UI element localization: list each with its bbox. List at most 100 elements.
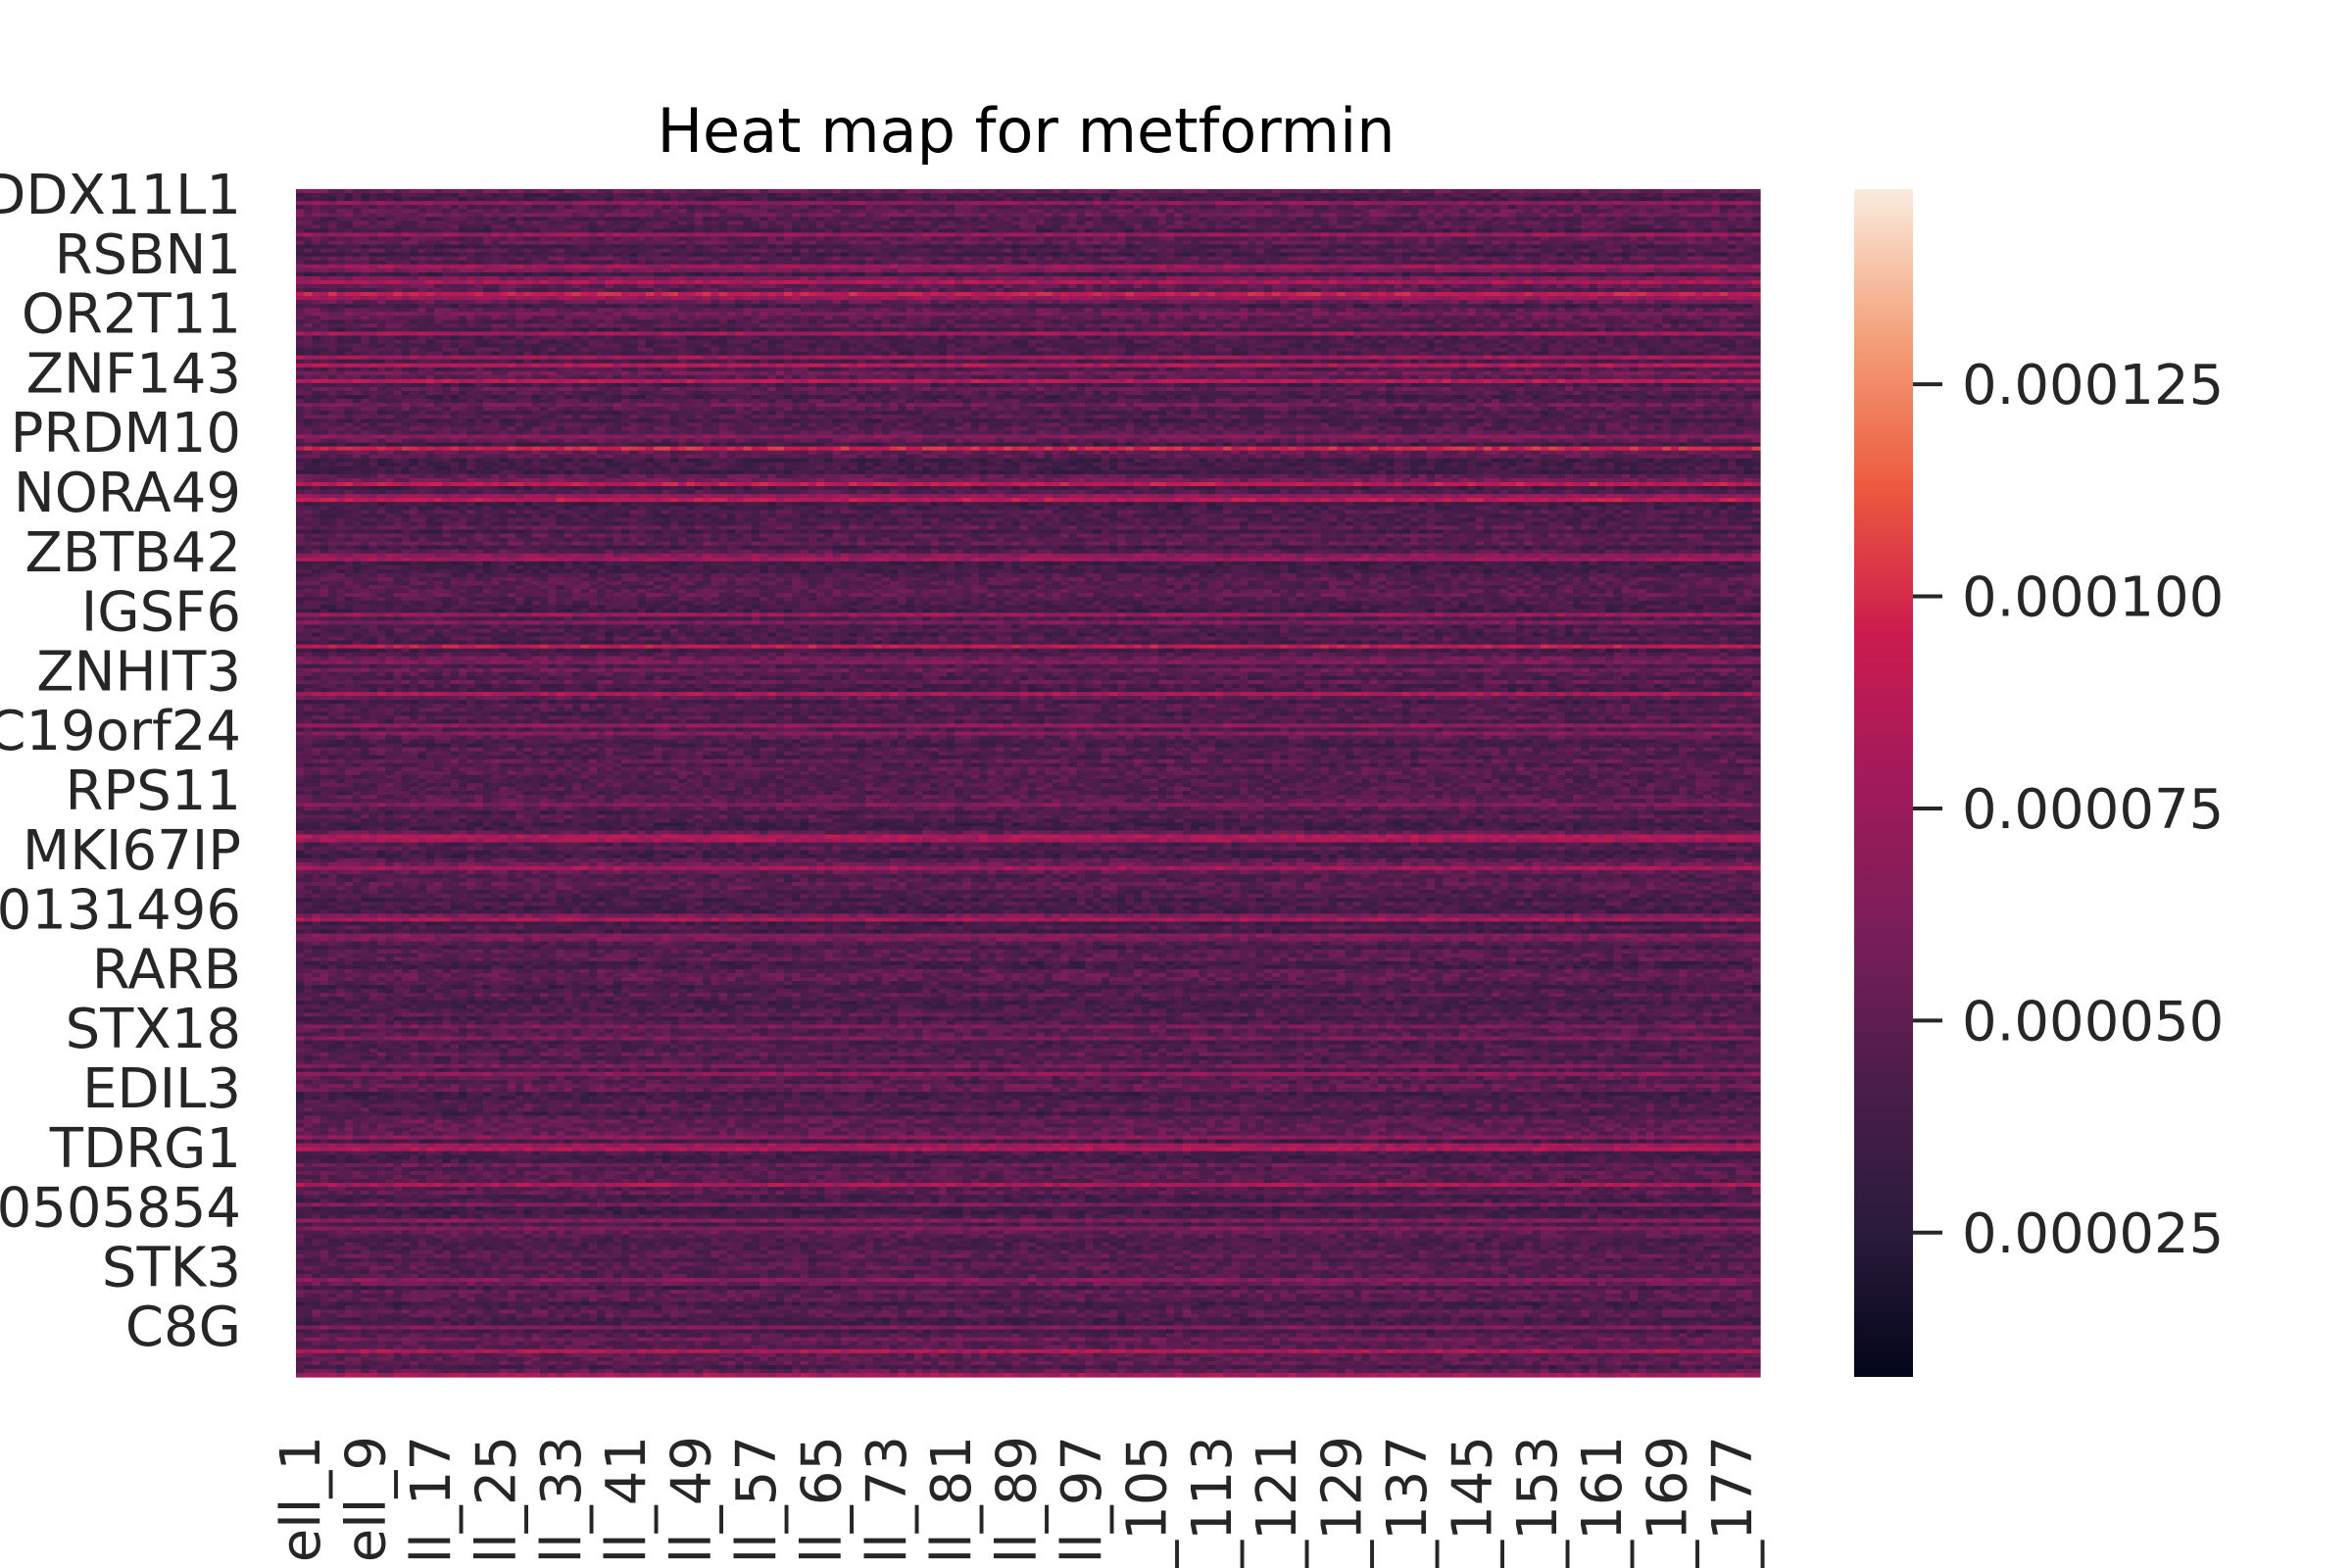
- heatmap-cell: [385, 268, 395, 273]
- heatmap-cell: [841, 288, 850, 293]
- heatmap-cell: [1076, 288, 1086, 293]
- heatmap-cell: [678, 268, 687, 273]
- heatmap-cell: [1011, 189, 1021, 194]
- heatmap-cell: [1702, 279, 1712, 285]
- heatmap-cell: [784, 197, 793, 202]
- heatmap-cell: [328, 197, 338, 202]
- heatmap-cell: [588, 256, 598, 262]
- heatmap-cell: [1662, 271, 1672, 277]
- heatmap-cell: [751, 288, 760, 293]
- heatmap-cell: [1458, 264, 1468, 270]
- heatmap-cell: [1157, 283, 1167, 289]
- heatmap-cell: [1101, 283, 1110, 289]
- heatmap-cell: [1109, 228, 1118, 234]
- heatmap-cell: [930, 193, 940, 198]
- heatmap-cell: [1638, 283, 1647, 289]
- heatmap-cell: [564, 193, 573, 198]
- heatmap-cell: [393, 288, 403, 293]
- heatmap-cell: [1426, 275, 1436, 281]
- heatmap-cell: [304, 240, 314, 246]
- heatmap-cell: [621, 271, 630, 277]
- heatmap-cell: [906, 197, 915, 202]
- heatmap-cell: [1507, 248, 1517, 254]
- heatmap-cell: [1450, 224, 1460, 229]
- heatmap-cell: [1093, 236, 1102, 242]
- heatmap-cell: [1214, 279, 1224, 285]
- heatmap-cell: [808, 256, 817, 262]
- heatmap-cell: [629, 264, 639, 270]
- heatmap-cell: [1345, 296, 1354, 301]
- heatmap-cell: [1670, 201, 1680, 206]
- heatmap-cell: [1548, 193, 1558, 198]
- heatmap-cell: [1150, 205, 1159, 210]
- heatmap-cell: [1191, 260, 1200, 266]
- heatmap-cell: [1475, 220, 1485, 225]
- heatmap-cell: [1280, 296, 1290, 301]
- heatmap-cell: [710, 292, 720, 297]
- heatmap-cell: [1019, 224, 1029, 229]
- heatmap-cell: [1589, 205, 1598, 210]
- heatmap-cell: [629, 228, 639, 234]
- heatmap-cell: [1304, 213, 1314, 218]
- heatmap-cell: [824, 275, 834, 281]
- heatmap-cell: [442, 252, 452, 258]
- heatmap-cell: [775, 213, 785, 218]
- heatmap-cell: [1467, 205, 1477, 210]
- heatmap-cell: [556, 260, 565, 266]
- heatmap-cell: [1450, 268, 1460, 273]
- heatmap-cell: [491, 197, 501, 202]
- heatmap-cell: [442, 271, 452, 277]
- heatmap-cell: [1345, 189, 1354, 194]
- heatmap-cell: [881, 205, 891, 210]
- heatmap-cell: [1507, 205, 1517, 210]
- heatmap-cell: [930, 201, 940, 206]
- heatmap-cell: [703, 268, 711, 273]
- heatmap-cell: [979, 264, 989, 270]
- heatmap-cell: [906, 220, 915, 225]
- heatmap-cell: [1068, 228, 1078, 234]
- heatmap-cell: [1157, 224, 1167, 229]
- heatmap-cell: [1304, 228, 1314, 234]
- heatmap-cell: [849, 252, 858, 258]
- heatmap-cell: [873, 268, 883, 273]
- heatmap-cell: [1630, 209, 1640, 214]
- heatmap-cell: [1028, 220, 1037, 225]
- heatmap-cell: [1174, 228, 1184, 234]
- heatmap-cell: [849, 264, 858, 270]
- heatmap-cell: [881, 228, 891, 234]
- heatmap-cell: [1150, 189, 1159, 194]
- heatmap-cell: [710, 232, 720, 238]
- heatmap-cell: [1694, 220, 1704, 225]
- heatmap-cell: [849, 213, 858, 218]
- heatmap-cell: [1736, 283, 1744, 289]
- heatmap-cell: [1589, 279, 1598, 285]
- heatmap-cell: [849, 236, 858, 242]
- heatmap-cell: [1019, 271, 1029, 277]
- heatmap-cell: [1492, 279, 1500, 285]
- heatmap-cell: [1337, 220, 1347, 225]
- heatmap-cell: [1019, 205, 1029, 210]
- heatmap-cell: [442, 217, 452, 221]
- heatmap-cell: [1736, 268, 1744, 273]
- heatmap-cell: [1004, 271, 1012, 277]
- heatmap-cell: [1206, 220, 1216, 225]
- heatmap-cell: [304, 217, 314, 221]
- heatmap-cell: [1736, 244, 1744, 250]
- heatmap-cell: [1443, 220, 1452, 225]
- heatmap-cell: [556, 205, 565, 210]
- heatmap-cell: [499, 236, 509, 242]
- heatmap-cell: [425, 268, 435, 273]
- heatmap-cell: [580, 189, 590, 194]
- heatmap-cell: [1475, 213, 1485, 218]
- heatmap-cell: [1377, 296, 1387, 301]
- heatmap-cell: [459, 197, 467, 202]
- heatmap-cell: [434, 256, 443, 262]
- heatmap-cell: [906, 260, 915, 266]
- heatmap-cell: [328, 248, 338, 254]
- heatmap-cell: [588, 275, 598, 281]
- heatmap-cell: [1142, 217, 1152, 221]
- heatmap-cell: [1182, 213, 1192, 218]
- heatmap-cell: [1743, 201, 1753, 206]
- heatmap-cell: [580, 292, 590, 297]
- heatmap-cell: [629, 283, 639, 289]
